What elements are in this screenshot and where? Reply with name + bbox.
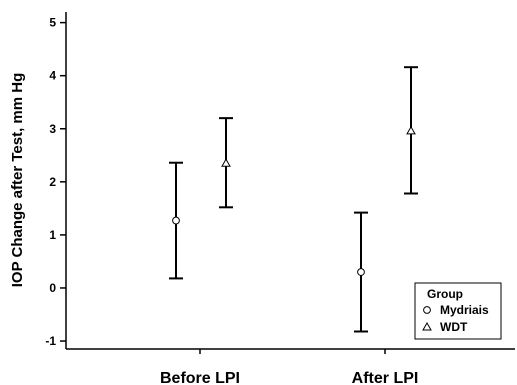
y-axis-ticks: -1 0 1 2 3 4 5 — [45, 16, 66, 348]
legend-title: Group — [427, 287, 463, 301]
y-tick-label: 5 — [49, 16, 56, 30]
y-tick-label: 4 — [49, 69, 56, 83]
legend-label: Mydriais — [440, 303, 489, 317]
plot-area: -1 0 1 2 3 4 5 Before LPI After LPI — [45, 12, 515, 385]
x-tick-label: Before LPI — [160, 370, 240, 385]
y-tick-label: 1 — [49, 228, 56, 242]
y-tick-label: 3 — [49, 122, 56, 136]
legend-marker-circle — [423, 306, 431, 314]
data-point-circle — [172, 216, 180, 225]
legend-marker-triangle — [422, 321, 432, 331]
legend-items: Mydriais WDT — [422, 303, 489, 334]
data-point-triangle — [221, 158, 231, 167]
legend-label: WDT — [440, 320, 468, 334]
y-axis-label: IOP Change after Test, mm Hg — [9, 73, 26, 288]
data-point-triangle — [406, 125, 416, 135]
y-tick-label: 0 — [49, 281, 56, 295]
data-marks — [169, 66, 418, 333]
y-tick-label: 2 — [49, 175, 56, 189]
x-tick-label: After LPI — [352, 370, 419, 385]
data-point-circle — [357, 268, 365, 276]
y-tick-label: -1 — [45, 334, 56, 348]
legend: Group Mydriais WDT — [414, 282, 502, 340]
x-axis-ticks: Before LPI After LPI — [160, 349, 418, 385]
